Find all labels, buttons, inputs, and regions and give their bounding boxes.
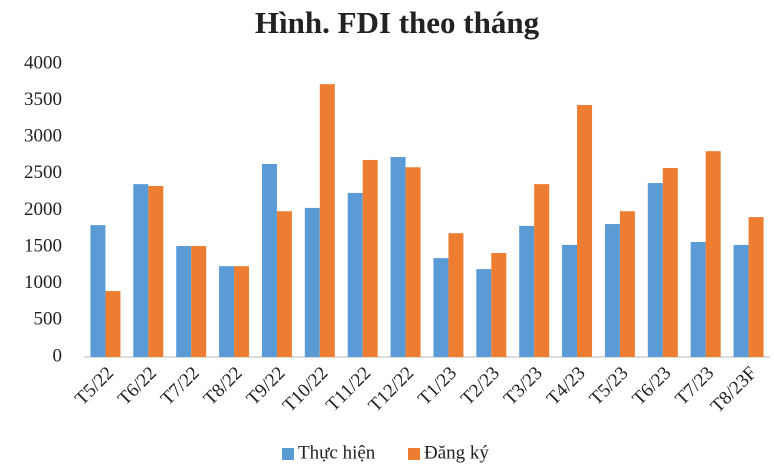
bar: [519, 225, 535, 357]
x-tick-label: T11/22: [322, 363, 375, 416]
bar: [534, 184, 550, 357]
bar: [491, 252, 507, 357]
bar: [261, 163, 277, 357]
bar: [604, 224, 620, 357]
x-tick-label: T1/23: [414, 363, 461, 410]
x-tick-label: T10/22: [279, 363, 333, 417]
bar: [133, 184, 149, 357]
bar: [562, 244, 578, 357]
x-tick-label: T12/22: [365, 363, 419, 417]
legend-swatch: [408, 448, 420, 460]
x-tick-label: T8/22: [200, 363, 247, 410]
bar: [476, 269, 492, 357]
y-tick-label: 500: [34, 309, 63, 330]
x-tick-label: T7/22: [157, 363, 204, 410]
legend-label: Thực hiện: [298, 442, 376, 463]
bar: [690, 241, 706, 357]
bar: [105, 291, 121, 357]
bar: [619, 211, 635, 357]
bar: [733, 244, 749, 357]
bar: [448, 233, 464, 357]
y-tick-label: 1000: [24, 272, 62, 293]
bar: [90, 225, 106, 357]
y-tick-label: 2000: [24, 199, 62, 220]
legend-swatch: [282, 448, 294, 460]
chart-title: Hình. FDI theo tháng: [255, 5, 540, 40]
y-tick-label: 2500: [24, 162, 62, 183]
bar: [148, 185, 164, 357]
bar: [577, 105, 593, 358]
x-tick-label: T5/23: [586, 363, 633, 410]
x-tick-label: T6/22: [114, 363, 161, 410]
bar: [405, 167, 421, 357]
y-tick-label: 3500: [24, 89, 62, 110]
bar: [390, 157, 406, 357]
y-tick-label: 1500: [24, 235, 62, 256]
bar: [191, 246, 207, 357]
bar: [347, 192, 363, 357]
bar: [234, 266, 250, 357]
bar: [748, 217, 764, 357]
x-tick-label: T2/23: [457, 363, 504, 410]
legend-label: Đăng ký: [424, 442, 489, 463]
x-tick-label: T5/22: [71, 363, 118, 410]
x-tick-label: T8/23F: [707, 363, 761, 417]
y-tick-label: 3000: [24, 126, 62, 147]
bar: [647, 183, 663, 357]
x-tick-label: T4/23: [543, 363, 590, 410]
bar: [705, 151, 721, 357]
bar: [319, 84, 335, 358]
y-tick-label: 0: [53, 345, 63, 366]
bar: [433, 258, 449, 357]
x-tick-label: T6/23: [628, 363, 675, 410]
bar: [304, 207, 320, 357]
y-tick-label: 4000: [24, 52, 62, 73]
bar: [662, 168, 678, 357]
x-tick-label: T3/23: [500, 363, 547, 410]
bar: [276, 211, 292, 357]
bar: [219, 266, 235, 357]
bar: [362, 159, 378, 357]
bar: [176, 246, 192, 357]
